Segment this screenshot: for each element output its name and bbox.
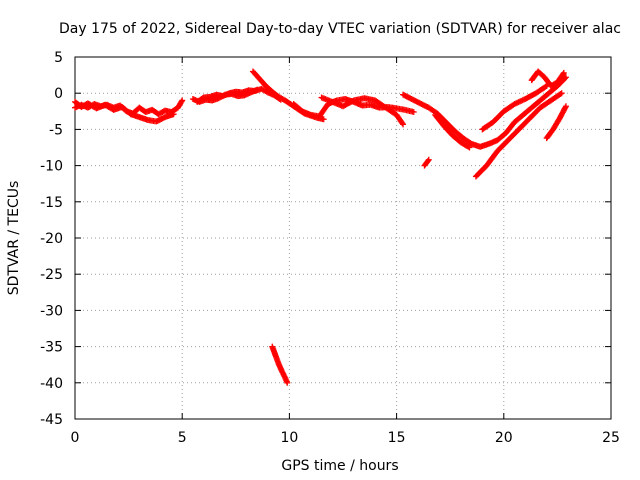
y-tick-label: -30 <box>40 303 63 319</box>
data-point <box>284 379 291 386</box>
y-tick-label: -15 <box>40 195 63 211</box>
y-axis-ticks: 5 0 -5 -10 -15 -20 -25 -30 -35 -40 -45 <box>40 50 611 428</box>
y-tick-label: 5 <box>54 50 63 66</box>
data-point <box>254 86 261 93</box>
data-point <box>320 116 327 123</box>
series-segment-7 <box>318 94 407 128</box>
data-point <box>466 144 473 151</box>
data-point <box>562 74 569 81</box>
series-segment-4 <box>189 86 261 105</box>
data-point <box>170 111 177 118</box>
series-segment-15 <box>269 343 291 386</box>
x-tick-label: 20 <box>495 430 513 446</box>
grid-lines <box>75 57 611 419</box>
x-tick-label: 0 <box>71 430 80 446</box>
y-tick-label: -20 <box>40 231 63 247</box>
data-point <box>542 83 549 90</box>
data-point <box>557 91 564 98</box>
series-segment-11 <box>472 90 565 180</box>
data-point <box>425 156 432 163</box>
y-tick-label: -25 <box>40 267 63 283</box>
y-tick-label: -35 <box>40 340 63 356</box>
series-segment-10 <box>421 156 432 169</box>
x-axis-ticks: 0 5 10 15 20 25 <box>71 57 620 446</box>
data-point <box>465 143 472 150</box>
x-axis-label: GPS time / hours <box>281 458 398 474</box>
series-segment-14 <box>543 103 569 142</box>
data-point <box>424 157 431 164</box>
series-segment-13 <box>528 68 567 89</box>
x-tick-label: 15 <box>388 430 406 446</box>
series-segment-12 <box>479 82 550 133</box>
data-point <box>399 120 406 127</box>
y-tick-label: -5 <box>49 122 63 138</box>
y-tick-label: 0 <box>54 86 63 102</box>
data-point <box>560 71 567 78</box>
data-point <box>558 90 565 97</box>
x-tick-label: 10 <box>280 430 298 446</box>
series-segment-2 <box>72 98 177 125</box>
data-point <box>179 97 186 104</box>
y-axis-label: SDTVAR / TECUs <box>6 181 22 296</box>
x-tick-label: 5 <box>178 430 187 446</box>
data-point <box>400 121 407 128</box>
series-segment-9 <box>432 111 473 151</box>
y-tick-label: -10 <box>40 159 63 175</box>
y-tick-label: -40 <box>40 376 63 392</box>
data-point <box>178 98 185 105</box>
data-point <box>560 69 567 76</box>
y-tick-label: -45 <box>40 412 63 428</box>
data-points <box>72 68 569 386</box>
series-segment-8 <box>400 74 569 150</box>
chart-title: Day 175 of 2022, Sidereal Day-to-day VTE… <box>59 21 621 37</box>
x-tick-label: 25 <box>602 430 620 446</box>
data-point <box>562 103 569 110</box>
data-point <box>410 109 417 116</box>
